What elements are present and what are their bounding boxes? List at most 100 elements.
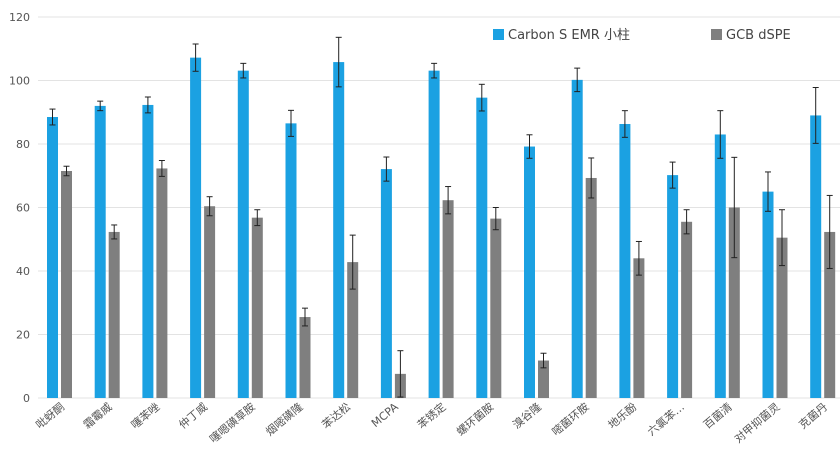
bar <box>776 237 788 398</box>
bar <box>585 177 597 398</box>
bar <box>762 191 774 398</box>
error-bar <box>335 36 342 88</box>
bar <box>61 170 72 398</box>
bar <box>204 206 216 398</box>
bar <box>728 207 740 398</box>
error-bar <box>144 96 151 114</box>
y-tick-label: 120 <box>9 11 30 24</box>
y-tick-label: 80 <box>16 138 30 151</box>
error-bar <box>158 160 165 177</box>
error-bars <box>49 36 833 398</box>
x-tick-label: 仲丁威 <box>176 400 210 432</box>
y-tick-label: 40 <box>16 265 30 278</box>
error-bar <box>669 161 676 189</box>
y-tick-label: 60 <box>16 202 30 215</box>
error-bar <box>254 209 261 227</box>
error-bar <box>349 234 356 290</box>
bar <box>347 262 359 398</box>
error-bar <box>765 171 771 212</box>
x-tick-label: 地乐酚 <box>605 400 639 432</box>
x-tick-label: 百菌清 <box>701 400 735 431</box>
x-tick-label: 苯锈定 <box>414 400 448 432</box>
bar <box>490 218 502 398</box>
error-bar <box>717 110 724 159</box>
x-tick-label: MCPA <box>369 400 401 430</box>
legend-swatch-carbon <box>493 29 504 40</box>
legend: Carbon S EMR 小柱 GCB dSPE <box>493 28 791 43</box>
bar <box>571 79 583 399</box>
bar <box>476 97 488 399</box>
bar <box>190 57 202 398</box>
error-bar <box>383 156 390 182</box>
bar <box>285 123 297 399</box>
bar <box>156 168 168 398</box>
y-axis-ticks: 0 20 40 60 80 100 120 <box>9 11 30 405</box>
bar <box>714 134 726 398</box>
y-tick-label: 100 <box>9 75 30 88</box>
error-bar <box>683 209 690 235</box>
x-tick-label: 嘧菌环胺 <box>549 400 592 439</box>
error-bar <box>492 207 499 231</box>
x-tick-label: 霜霉威 <box>81 400 115 431</box>
bar <box>810 115 822 399</box>
x-tick-label: 噻嗯磺草胺 <box>207 400 258 446</box>
error-bar <box>812 86 819 144</box>
bar <box>108 231 120 398</box>
error-bar <box>540 352 547 369</box>
x-tick-label: 六氯苯… <box>644 400 687 439</box>
error-bar <box>63 165 70 177</box>
y-tick-label: 20 <box>16 329 30 342</box>
error-bar <box>302 307 308 327</box>
legend-swatch-gcb <box>711 29 722 40</box>
x-tick-label: 克菌丹 <box>796 400 830 431</box>
error-bar <box>635 240 642 276</box>
error-bar <box>731 156 738 259</box>
x-tick-label: 螺环菌胺 <box>454 400 497 439</box>
bar <box>333 62 345 399</box>
error-bar <box>445 186 452 215</box>
x-tick-label: 苯达松 <box>319 400 353 432</box>
bar <box>524 146 535 398</box>
x-tick-label: 溴谷隆 <box>510 400 544 432</box>
bar <box>380 169 392 398</box>
x-tick-label: 对甲抑菌灵 <box>731 400 782 446</box>
bar <box>299 317 311 398</box>
error-bar <box>288 109 294 137</box>
error-bar <box>49 108 56 126</box>
error-bar <box>779 209 785 267</box>
bar <box>824 231 836 398</box>
bar <box>251 217 263 398</box>
bar <box>47 117 58 398</box>
bar <box>633 258 645 398</box>
error-bar <box>588 157 595 199</box>
bar <box>94 105 106 399</box>
x-tick-label: 吡蚜酮 <box>33 400 67 432</box>
bar <box>667 175 679 398</box>
error-bar <box>240 62 247 79</box>
bar <box>442 200 454 398</box>
error-bar <box>526 134 533 159</box>
x-tick-label: 噻苯唑 <box>128 400 162 432</box>
bar <box>237 70 249 398</box>
bar <box>428 70 440 398</box>
bar <box>538 360 549 398</box>
bar <box>681 221 693 398</box>
error-bar <box>97 100 104 112</box>
error-bar <box>206 196 213 217</box>
error-bar <box>574 67 581 93</box>
error-bar <box>111 224 118 240</box>
bar <box>142 104 154 398</box>
bar <box>619 123 631 398</box>
bars <box>47 57 836 399</box>
legend-label-carbon: Carbon S EMR 小柱 <box>508 28 630 43</box>
error-bar <box>478 83 485 112</box>
error-bar <box>397 350 404 398</box>
y-tick-label: 0 <box>23 392 30 405</box>
error-bar <box>826 194 833 269</box>
legend-label-gcb: GCB dSPE <box>726 28 791 43</box>
error-bar <box>431 62 438 79</box>
error-bar <box>192 43 199 72</box>
error-bar <box>621 110 628 138</box>
